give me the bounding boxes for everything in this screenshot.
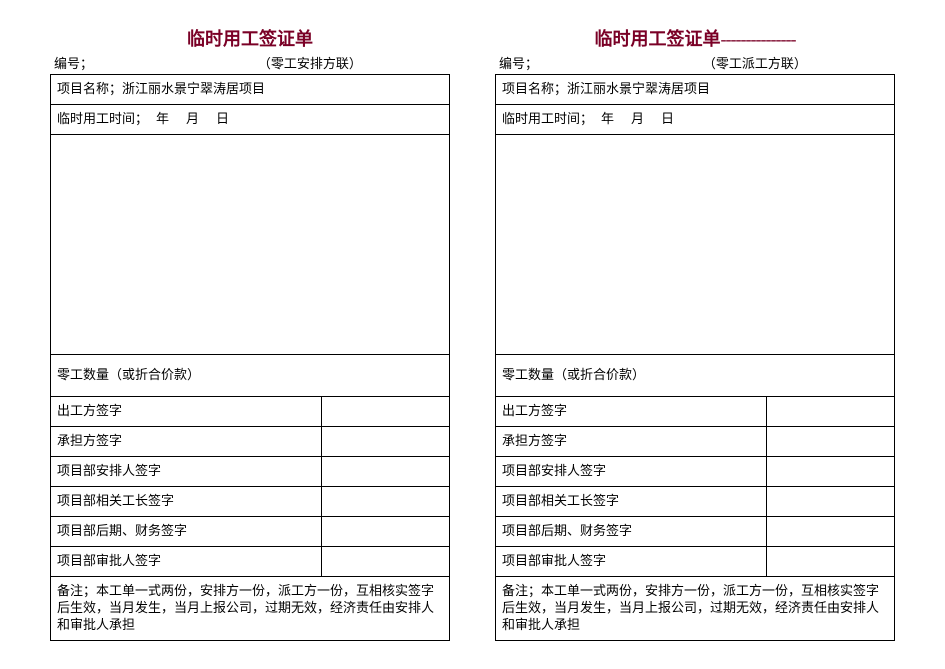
time-value: 年 月 日	[148, 111, 231, 126]
time-value: 年 月 日	[593, 111, 676, 126]
qty-row: 零工数量（或折合价款）	[496, 355, 895, 397]
form-right: 临时用工签证单--------------- 编号； （零工派工方联） 项目名称…	[495, 25, 895, 644]
header-line-left: 编号； （零工安排方联）	[50, 53, 450, 72]
sign-field-4	[767, 517, 895, 547]
sign-label-2: 项目部安排人签字	[51, 457, 322, 487]
sign-field-0	[767, 397, 895, 427]
qty-label: 零工数量（或折合价款）	[502, 367, 645, 382]
project-label: 项目名称；	[57, 81, 122, 96]
title-suffix: ---------------	[721, 29, 796, 49]
form-title-left: 临时用工签证单	[50, 25, 450, 51]
sign-label-5: 项目部审批人签字	[496, 547, 767, 577]
time-label: 临时用工时间；	[502, 111, 593, 126]
title-text: 临时用工签证单	[187, 29, 313, 49]
content-area	[51, 135, 450, 355]
project-label: 项目名称；	[502, 81, 567, 96]
time-row: 临时用工时间；年 月 日	[496, 105, 895, 135]
qty-row: 零工数量（或折合价款）	[51, 355, 450, 397]
sign-field-4	[322, 517, 450, 547]
bianhao-label: 编号；	[499, 53, 687, 72]
form-table-right: 项目名称；浙江丽水景宁翠涛居项目 临时用工时间；年 月 日 零工数量（或折合价款…	[495, 74, 895, 641]
note-row: 备注；本工单一式两份，安排方一份，派工方一份，互相核实签字后生效，当月发生，当月…	[51, 577, 450, 641]
header-line-right: 编号； （零工派工方联）	[495, 53, 895, 72]
time-row: 临时用工时间；年 月 日	[51, 105, 450, 135]
sign-label-1: 承担方签字	[496, 427, 767, 457]
lian-label: （零工安排方联）	[258, 53, 446, 72]
project-row: 项目名称；浙江丽水景宁翠涛居项目	[496, 75, 895, 105]
sign-label-4: 项目部后期、财务签字	[51, 517, 322, 547]
sign-label-5: 项目部审批人签字	[51, 547, 322, 577]
sign-field-3	[322, 487, 450, 517]
sign-field-3	[767, 487, 895, 517]
sign-field-2	[767, 457, 895, 487]
qty-label: 零工数量（或折合价款）	[57, 367, 200, 382]
sign-field-1	[322, 427, 450, 457]
lian-label: （零工派工方联）	[703, 53, 891, 72]
sign-field-5	[322, 547, 450, 577]
project-row: 项目名称；浙江丽水景宁翠涛居项目	[51, 75, 450, 105]
sign-label-0: 出工方签字	[51, 397, 322, 427]
sign-label-2: 项目部安排人签字	[496, 457, 767, 487]
sign-label-1: 承担方签字	[51, 427, 322, 457]
content-area	[496, 135, 895, 355]
sign-field-0	[322, 397, 450, 427]
sign-field-1	[767, 427, 895, 457]
bianhao-label: 编号；	[54, 53, 242, 72]
time-label: 临时用工时间；	[57, 111, 148, 126]
form-table-left: 项目名称；浙江丽水景宁翠涛居项目 临时用工时间；年 月 日 零工数量（或折合价款…	[50, 74, 450, 641]
note-row: 备注；本工单一式两份，安排方一份，派工方一份，互相核实签字后生效，当月发生，当月…	[496, 577, 895, 641]
project-value: 浙江丽水景宁翠涛居项目	[567, 81, 710, 96]
form-title-right: 临时用工签证单---------------	[495, 25, 895, 51]
title-text: 临时用工签证单	[595, 29, 721, 49]
sign-field-2	[322, 457, 450, 487]
sign-label-3: 项目部相关工长签字	[51, 487, 322, 517]
sign-label-0: 出工方签字	[496, 397, 767, 427]
form-left: 临时用工签证单 编号； （零工安排方联） 项目名称；浙江丽水景宁翠涛居项目 临时…	[50, 25, 450, 644]
sign-label-4: 项目部后期、财务签字	[496, 517, 767, 547]
project-value: 浙江丽水景宁翠涛居项目	[122, 81, 265, 96]
sign-field-5	[767, 547, 895, 577]
sign-label-3: 项目部相关工长签字	[496, 487, 767, 517]
